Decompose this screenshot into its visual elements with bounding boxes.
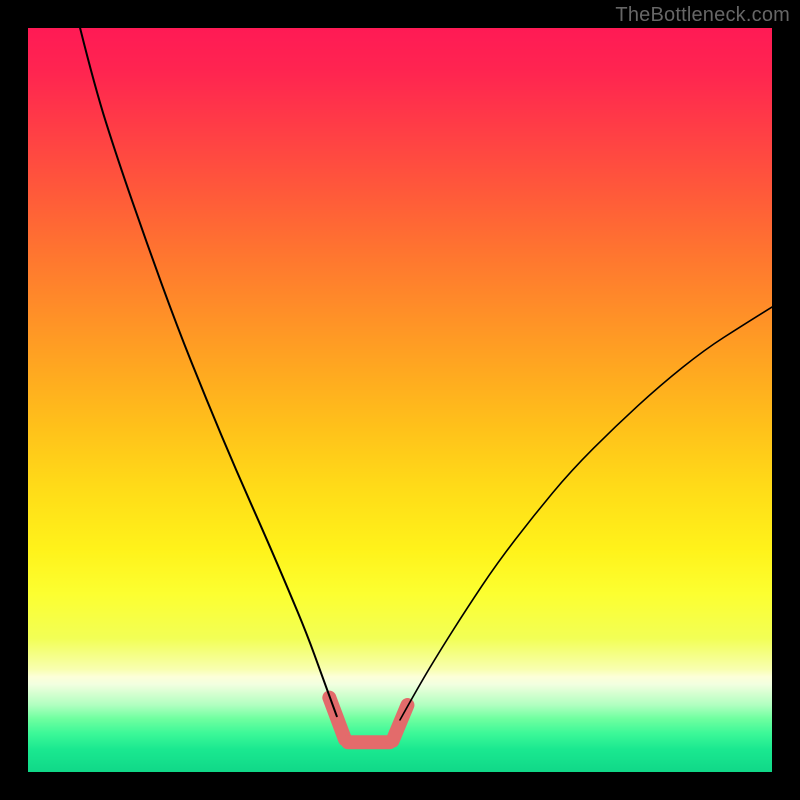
chart-container [28, 28, 772, 772]
chart-canvas [28, 28, 772, 772]
watermark-text: TheBottleneck.com [615, 4, 790, 27]
